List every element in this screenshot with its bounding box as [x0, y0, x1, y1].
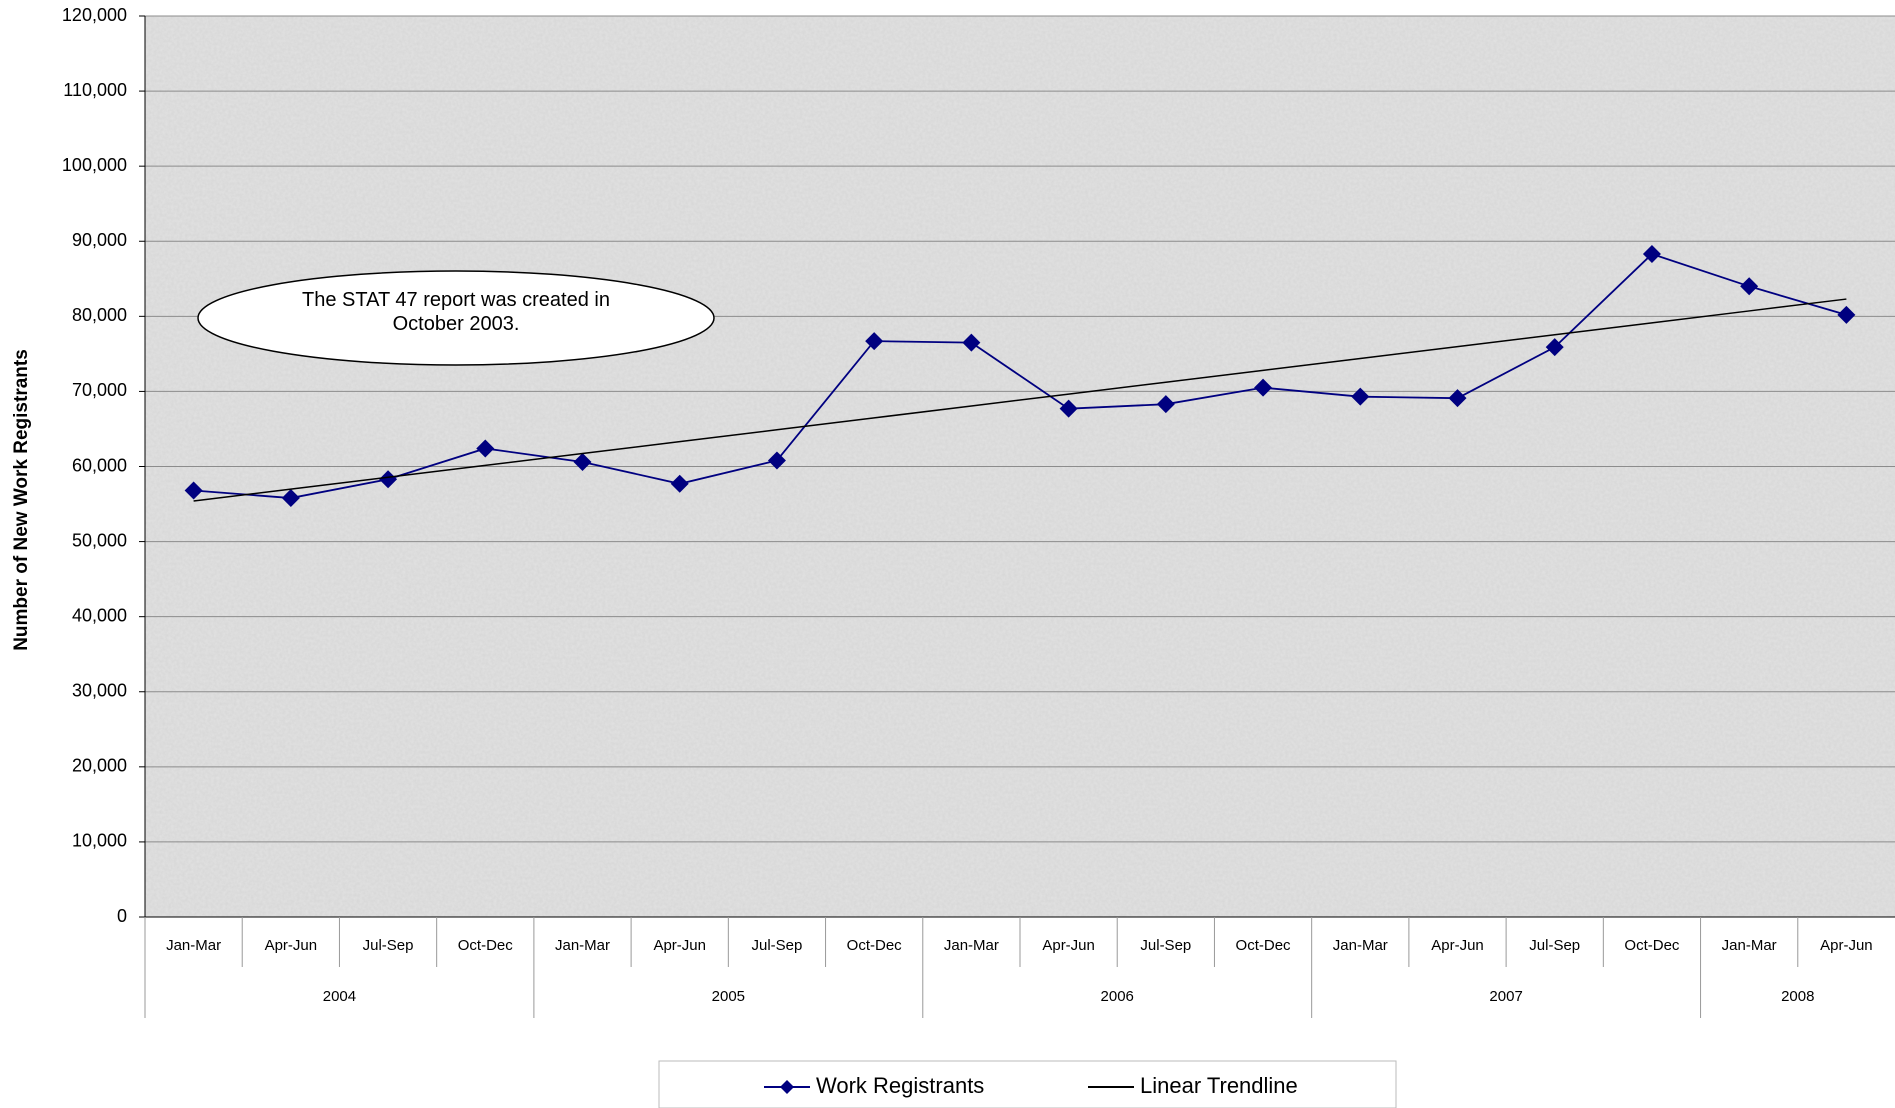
y-tick-label: 70,000 [72, 380, 127, 400]
data-point [1448, 389, 1467, 408]
data-point [379, 470, 398, 489]
x-tick-label: Jan-Mar [555, 937, 610, 954]
data-point [1059, 399, 1078, 418]
data-point [476, 439, 495, 458]
x-tick-label: Oct-Dec [458, 937, 514, 954]
data-point [670, 474, 689, 493]
y-tick-label: 110,000 [63, 80, 127, 100]
x-tick-label: Jan-Mar [1333, 937, 1388, 954]
x-tick-label: Jul-Sep [752, 937, 803, 954]
annotation-bubble [197, 270, 715, 366]
y-tick-label: 20,000 [72, 756, 127, 776]
y-tick-label: 50,000 [72, 530, 127, 550]
y-tick-label: 80,000 [72, 305, 127, 325]
data-point [865, 332, 884, 351]
data-point [1254, 378, 1273, 397]
x-tick-label: Apr-Jun [653, 937, 706, 954]
legend [658, 1060, 1397, 1108]
legend-marker [780, 1080, 794, 1094]
x-tick-label: Jan-Mar [1722, 937, 1777, 954]
legend-label: Work Registrants [816, 1073, 984, 1098]
group-label: 2008 [1781, 988, 1814, 1005]
data-point [281, 489, 300, 508]
y-tick-label: 120,000 [62, 5, 127, 25]
data-point [1837, 305, 1856, 324]
y-axis-title: Number of New Work Registrants [11, 349, 32, 651]
data-point [184, 481, 203, 500]
x-tick-label: Oct-Dec [847, 937, 903, 954]
x-tick-label: Jul-Sep [363, 937, 414, 954]
y-tick-label: 60,000 [72, 455, 127, 475]
y-tick-label: 10,000 [72, 831, 127, 851]
data-point [1351, 387, 1370, 406]
legend-label: Linear Trendline [1140, 1073, 1298, 1098]
y-tick-label: 30,000 [72, 681, 127, 701]
x-tick-label: Apr-Jun [265, 937, 318, 954]
series-line [193, 252, 1847, 499]
x-tick-label: Apr-Jun [1042, 937, 1095, 954]
data-point [962, 333, 981, 352]
data-point [1545, 338, 1564, 357]
x-tick-label: Jul-Sep [1140, 937, 1191, 954]
x-tick-label: Jan-Mar [944, 937, 999, 954]
data-point [767, 451, 786, 470]
x-tick-label: Apr-Jun [1820, 937, 1873, 954]
data-point [573, 452, 592, 471]
y-tick-label: 40,000 [72, 605, 127, 625]
group-label: 2006 [1101, 988, 1134, 1005]
x-tick-label: Oct-Dec [1236, 937, 1292, 954]
data-point [1156, 395, 1175, 414]
annotation: The STAT 47 report was created in Octobe… [302, 289, 610, 335]
group-label: 2005 [712, 988, 745, 1005]
series-line [193, 298, 1847, 502]
group-label: 2004 [323, 988, 356, 1005]
y-tick-label: 0 [117, 906, 127, 926]
x-tick-label: Jul-Sep [1529, 937, 1580, 954]
data-point [1642, 245, 1661, 264]
group-label: 2007 [1489, 988, 1522, 1005]
y-tick-label: 90,000 [72, 230, 127, 250]
data-point [1740, 277, 1759, 296]
y-tick-label: 100,000 [62, 155, 127, 175]
x-tick-label: Apr-Jun [1431, 937, 1484, 954]
x-tick-label: Jan-Mar [166, 937, 221, 954]
x-tick-label: Oct-Dec [1624, 937, 1680, 954]
